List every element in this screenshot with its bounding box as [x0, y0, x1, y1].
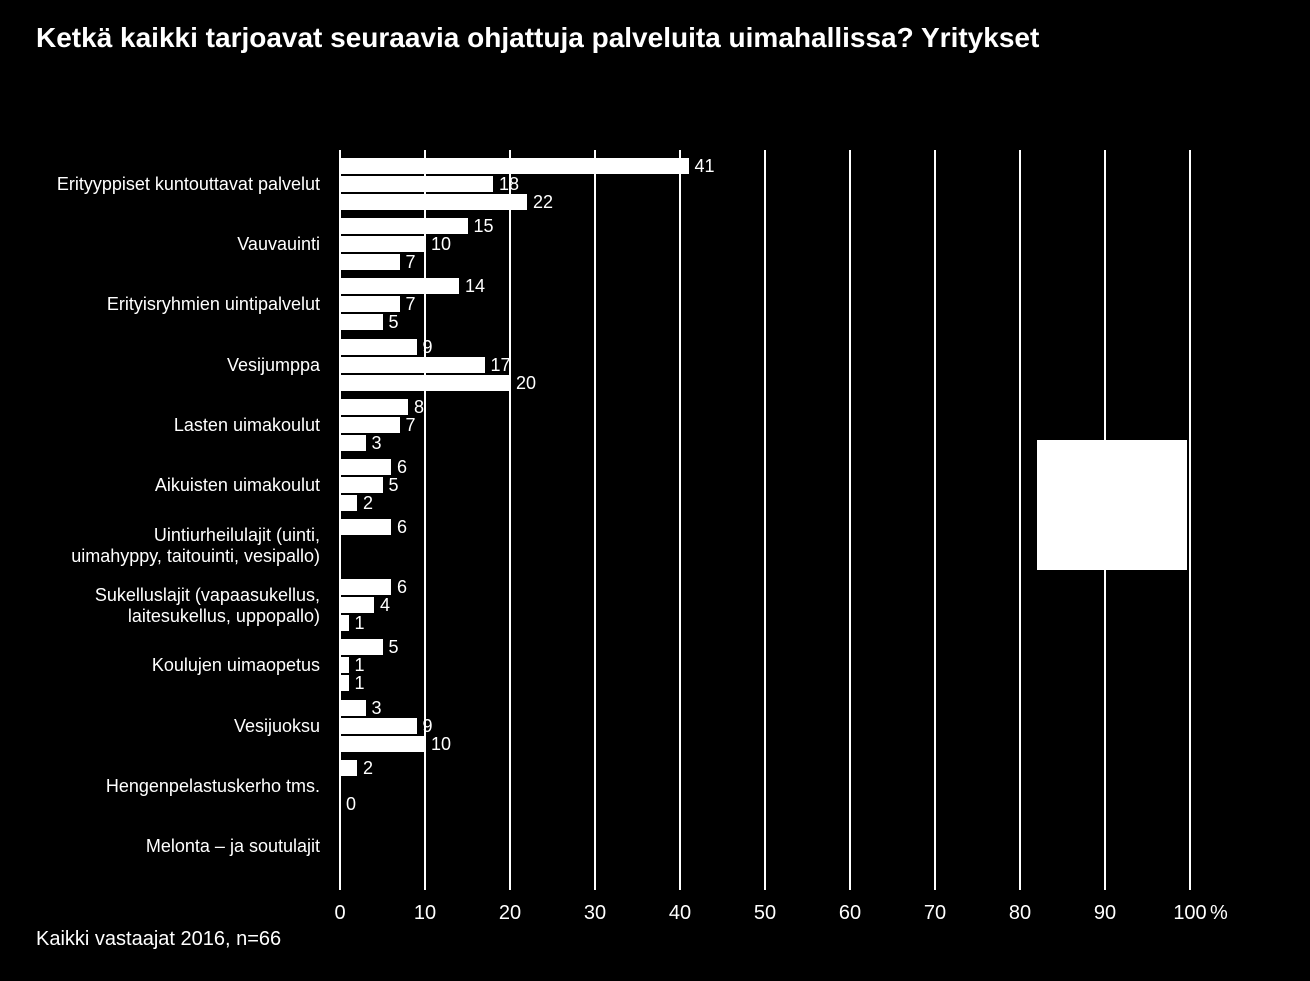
bar: [340, 615, 349, 631]
bar: [340, 158, 689, 174]
bar-value-label: 5: [389, 314, 399, 330]
bar: [340, 760, 357, 776]
bar-value-label: 18: [499, 176, 519, 192]
x-tick-label: 60: [839, 902, 861, 925]
bar-value-label: 10: [431, 236, 451, 252]
bar: [340, 579, 391, 595]
bar: [340, 597, 374, 613]
bar-value-label: 5: [389, 477, 399, 493]
bar: [340, 459, 391, 475]
category-label: Koulujen uimaopetus: [0, 655, 320, 676]
gridline: [509, 150, 511, 890]
gridline: [849, 150, 851, 890]
bar-value-label: 5: [389, 639, 399, 655]
bar-value-label: 10: [431, 736, 451, 752]
x-tick-label: 10: [414, 902, 436, 925]
bar: [340, 218, 468, 234]
bar-value-label: 8: [414, 399, 424, 415]
bar-value-label: 20: [516, 375, 536, 391]
bar-value-label: 6: [397, 519, 407, 535]
bar-value-label: 22: [533, 194, 553, 210]
category-label: Uintiurheilulajit (uinti, uimahyppy, tai…: [0, 525, 320, 566]
x-tick-label: 80: [1009, 902, 1031, 925]
gridline: [1189, 150, 1191, 890]
x-tick-label: 70: [924, 902, 946, 925]
bar-value-label: 4: [380, 597, 390, 613]
bar-value-label: 14: [465, 278, 485, 294]
bar: [340, 399, 408, 415]
bar: [340, 194, 527, 210]
bar: [340, 657, 349, 673]
bar: [340, 339, 417, 355]
category-label: Vauvauinti: [0, 234, 320, 255]
legend-box: [1037, 440, 1187, 570]
bar-value-label: 9: [423, 339, 433, 355]
bar-value-label: 1: [355, 675, 365, 691]
plot-area: 411822151071475917208736526641511391020: [340, 150, 1190, 890]
bar-value-label: 6: [397, 579, 407, 595]
bar: [340, 675, 349, 691]
bar: [340, 736, 425, 752]
bar: [340, 495, 357, 511]
category-label: Melonta – ja soutulajit: [0, 836, 320, 857]
bar: [340, 477, 383, 493]
chart-title: Ketkä kaikki tarjoavat seuraavia ohjattu…: [36, 20, 1280, 55]
bar: [340, 435, 366, 451]
x-tick-label: 50: [754, 902, 776, 925]
bar: [340, 278, 459, 294]
category-label: Vesijuoksu: [0, 716, 320, 737]
chart-container: Ketkä kaikki tarjoavat seuraavia ohjattu…: [0, 0, 1310, 981]
bar: [340, 417, 400, 433]
bar-value-label: 7: [406, 254, 416, 270]
bar: [340, 176, 493, 192]
category-label: Hengenpelastuskerho tms.: [0, 776, 320, 797]
bar-value-label: 17: [491, 357, 511, 373]
bar-value-label: 41: [695, 158, 715, 174]
bar: [340, 296, 400, 312]
gridline: [594, 150, 596, 890]
bar: [340, 519, 391, 535]
category-labels: Erityyppiset kuntouttavat palvelut Vauvau…: [0, 150, 330, 890]
bar-value-label: 2: [363, 495, 373, 511]
bar-value-label: 7: [406, 296, 416, 312]
bar-value-label: 9: [423, 718, 433, 734]
bar: [340, 254, 400, 270]
bar-value-label: 1: [355, 657, 365, 673]
bar: [340, 236, 425, 252]
category-label: Vesijumppa: [0, 355, 320, 376]
category-label: Aikuisten uimakoulut: [0, 475, 320, 496]
category-label: Erityisryhmien uintipalvelut: [0, 294, 320, 315]
gridline: [934, 150, 936, 890]
bar: [340, 314, 383, 330]
x-tick-label: 40: [669, 902, 691, 925]
category-label: Sukelluslajit (vapaasukellus, laitesukel…: [0, 585, 320, 626]
category-label: Lasten uimakoulut: [0, 415, 320, 436]
bar-value-label: 2: [363, 760, 373, 776]
gridline: [764, 150, 766, 890]
bar: [340, 718, 417, 734]
x-tick-label: 100: [1173, 902, 1206, 925]
x-tick-label: 30: [584, 902, 606, 925]
bar-value-label: 1: [355, 615, 365, 631]
gridline: [1019, 150, 1021, 890]
gridline: [424, 150, 426, 890]
bar-value-label: 3: [372, 700, 382, 716]
bar: [340, 700, 366, 716]
bar-value-label: 6: [397, 459, 407, 475]
bar-value-label: 3: [372, 435, 382, 451]
x-axis-ticks: 0102030405060708090100%: [340, 902, 1190, 932]
x-axis-unit: %: [1210, 902, 1228, 925]
bar-value-label: 0: [346, 796, 356, 812]
bar: [340, 357, 485, 373]
bar: [340, 375, 510, 391]
bar: [340, 639, 383, 655]
chart-footnote: Kaikki vastaajat 2016, n=66: [36, 928, 281, 951]
category-label: Erityyppiset kuntouttavat palvelut: [0, 174, 320, 195]
x-tick-label: 20: [499, 902, 521, 925]
x-tick-label: 90: [1094, 902, 1116, 925]
gridline: [679, 150, 681, 890]
bar-value-label: 15: [474, 218, 494, 234]
x-tick-label: 0: [334, 902, 345, 925]
bar-value-label: 7: [406, 417, 416, 433]
